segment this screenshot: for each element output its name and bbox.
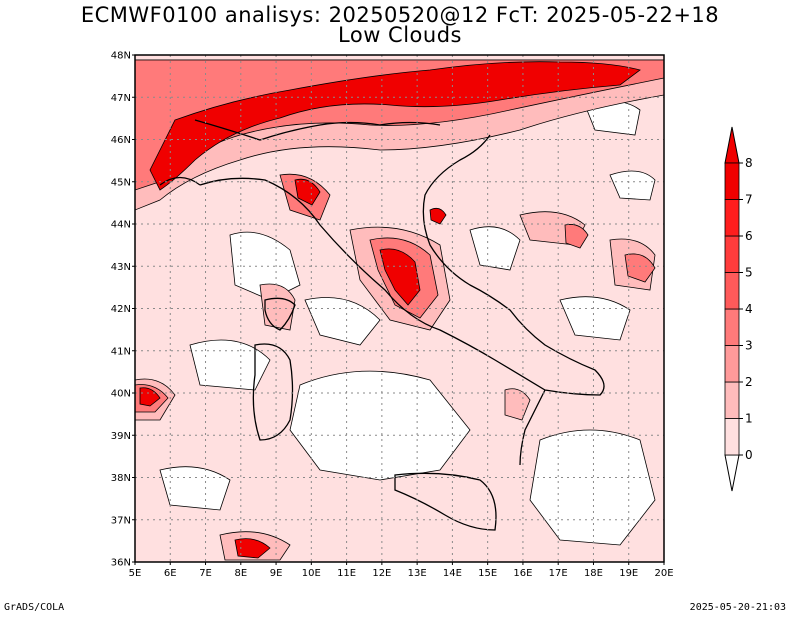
lon-tick-label: 8E [234,568,247,579]
lon-tick-label: 14E [443,568,462,579]
lon-axis: 5E 6E 7E 8E 9E 10E 11E 12E 13E 14E 15E 16E 17E 18E 19E… [129,562,674,579]
lat-tick-label: 45N [111,177,131,188]
colorbar-swatch [724,345,740,383]
map-figure: 36N37N38N39N40N41N42N43N44N45N46N47N48N … [111,51,753,580]
lon-tick-label: 10E [302,568,321,579]
lon-tick-label: 15E [478,568,497,579]
colorbar-tick-label: 7 [745,193,753,207]
lon-tick-label: 9E [270,568,283,579]
lon-tick-label: 13E [408,568,427,579]
colorbar-tick-label: 4 [745,302,753,316]
colorbar-swatch [724,199,740,237]
colorbar-swatch [724,308,740,346]
lon-tick-label: 19E [619,568,638,579]
lon-tick-label: 20E [654,568,673,579]
colorbar-tick-label: 8 [745,156,753,170]
lat-tick-label: 48N [111,51,131,62]
lat-tick-label: 44N [111,220,131,231]
colorbar-tick-label: 6 [745,229,753,243]
colorbar: 0 1 2 3 4 5 6 7 8 [724,126,753,492]
lon-tick-label: 11E [337,568,356,579]
footer-timestamp: 2025-05-20-21:03 [689,602,786,613]
lat-axis: 36N 37N 38N 39N 40N 41N 42N 43N 44N 45N 46N 47N 48N [111,51,135,569]
lon-tick-label: 5E [129,568,142,579]
lat-tick-label: 38N [111,473,131,484]
colorbar-tick-label: 1 [745,412,753,426]
colorbar-max-arrow [724,126,740,164]
colorbar-tick-label: 2 [745,375,753,389]
lon-tick-label: 17E [549,568,568,579]
footer-credit: GrADS/COLA [4,602,65,613]
lat-tick-label: 40N [111,389,131,400]
colorbar-swatch [724,272,740,310]
colorbar-swatch [724,235,740,273]
lat-tick-label: 37N [111,515,131,526]
colorbar-swatch [724,162,740,200]
colorbar-swatch [724,418,740,456]
coastlines [159,119,605,531]
lon-tick-label: 18E [584,568,603,579]
colorbar-tick-label: 0 [745,448,753,462]
lat-tick-label: 36N [111,558,131,569]
chart-subtitle: Low Clouds [338,23,462,47]
chart-title: ECMWF0100 analisys: 20250520@12 FcT: 202… [80,3,720,27]
lon-tick-label: 6E [164,568,177,579]
lat-lon-grid [135,55,664,562]
colorbar-tick-label: 3 [745,339,753,353]
lon-tick-label: 7E [199,568,212,579]
lat-tick-label: 41N [111,346,131,357]
lat-tick-label: 47N [111,93,131,104]
lon-tick-label: 12E [372,568,391,579]
lat-tick-label: 42N [111,304,131,315]
lat-tick-label: 43N [111,262,131,273]
colorbar-swatch [724,381,740,419]
colorbar-tick-label: 5 [745,266,753,280]
lat-tick-label: 39N [111,431,131,442]
colorbar-min-arrow [724,454,740,492]
lon-tick-label: 16E [513,568,532,579]
lat-tick-label: 46N [111,135,131,146]
